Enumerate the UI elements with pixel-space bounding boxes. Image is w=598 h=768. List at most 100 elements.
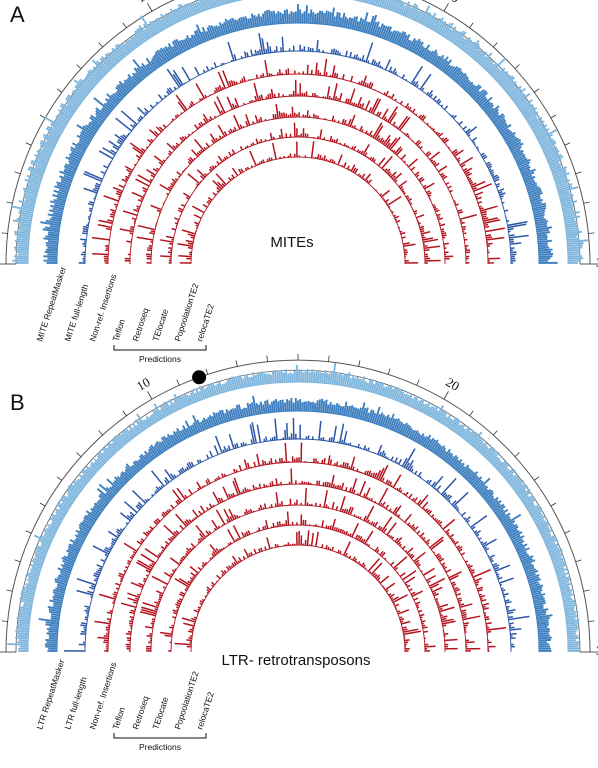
bar bbox=[333, 526, 336, 531]
bar bbox=[240, 168, 244, 173]
bar bbox=[362, 177, 365, 180]
bar bbox=[395, 513, 399, 517]
bar bbox=[40, 139, 55, 149]
bar bbox=[334, 49, 338, 55]
bar bbox=[392, 506, 398, 514]
bar bbox=[132, 59, 148, 78]
bar bbox=[22, 604, 32, 609]
bar bbox=[217, 476, 221, 480]
bar bbox=[376, 0, 381, 7]
bar bbox=[119, 579, 122, 582]
track-baseline bbox=[129, 95, 467, 265]
bar bbox=[60, 102, 75, 114]
track-label: Teflon bbox=[110, 706, 127, 731]
bar bbox=[80, 470, 92, 480]
bar bbox=[372, 158, 376, 163]
bar bbox=[111, 438, 121, 450]
bar bbox=[81, 468, 93, 479]
bar bbox=[373, 60, 377, 66]
bar bbox=[137, 459, 145, 468]
bar bbox=[421, 11, 430, 25]
bar bbox=[226, 378, 232, 391]
bar bbox=[432, 128, 436, 131]
bar bbox=[154, 519, 160, 524]
bar bbox=[465, 516, 471, 522]
bar bbox=[458, 120, 464, 126]
bar bbox=[413, 432, 420, 442]
bar bbox=[427, 580, 431, 584]
bar bbox=[511, 87, 526, 100]
bar bbox=[52, 591, 65, 596]
bar bbox=[50, 617, 60, 621]
bar bbox=[314, 370, 318, 383]
bar bbox=[530, 587, 543, 592]
bar bbox=[519, 164, 530, 170]
bar bbox=[274, 398, 278, 412]
bar bbox=[436, 20, 445, 33]
bar bbox=[412, 81, 416, 86]
axis-tick bbox=[122, 22, 127, 29]
bar bbox=[260, 160, 263, 164]
axis-outer-arc bbox=[5, 0, 591, 265]
bar bbox=[343, 508, 347, 513]
bar bbox=[375, 189, 378, 192]
bar bbox=[260, 547, 263, 552]
bar bbox=[57, 567, 71, 574]
bar bbox=[229, 128, 233, 133]
bar bbox=[164, 511, 168, 515]
bar bbox=[383, 414, 390, 428]
bar bbox=[541, 532, 551, 539]
bar bbox=[331, 159, 334, 163]
bar bbox=[567, 636, 580, 640]
bar bbox=[58, 189, 69, 194]
bar bbox=[407, 522, 411, 526]
bar bbox=[384, 138, 391, 147]
bar bbox=[185, 394, 192, 405]
bar bbox=[543, 535, 555, 542]
bar bbox=[417, 563, 421, 568]
bar bbox=[218, 410, 225, 424]
bar bbox=[346, 462, 349, 469]
bar bbox=[112, 593, 117, 596]
bar bbox=[103, 165, 109, 169]
bar bbox=[315, 531, 319, 547]
bar bbox=[138, 458, 146, 467]
bar bbox=[430, 539, 444, 550]
bar bbox=[122, 210, 138, 217]
bar bbox=[384, 0, 390, 9]
bar bbox=[56, 501, 70, 511]
bar bbox=[93, 197, 96, 200]
bar bbox=[490, 456, 499, 465]
bar bbox=[97, 569, 102, 572]
bar bbox=[468, 179, 473, 183]
bar bbox=[487, 165, 493, 169]
bar bbox=[177, 599, 182, 603]
bar bbox=[122, 428, 133, 441]
bar bbox=[183, 6, 190, 18]
bar bbox=[420, 616, 423, 619]
bar bbox=[230, 565, 234, 568]
bar bbox=[232, 492, 236, 497]
bar bbox=[390, 70, 393, 73]
bar bbox=[243, 511, 247, 515]
bar bbox=[379, 414, 385, 426]
bar bbox=[92, 188, 99, 192]
bar bbox=[152, 410, 160, 421]
bar bbox=[175, 430, 183, 442]
bar bbox=[54, 593, 64, 598]
bar bbox=[383, 587, 386, 589]
bar bbox=[377, 23, 384, 38]
bar bbox=[228, 151, 232, 157]
bar bbox=[364, 82, 367, 87]
bar bbox=[104, 98, 116, 108]
bar bbox=[437, 21, 447, 35]
bar bbox=[559, 192, 572, 198]
bar bbox=[505, 136, 517, 144]
bar bbox=[34, 556, 45, 562]
bar bbox=[189, 565, 199, 574]
bar bbox=[159, 409, 166, 418]
bar bbox=[567, 244, 583, 248]
bar bbox=[245, 531, 249, 536]
bar bbox=[538, 133, 553, 143]
bar bbox=[332, 83, 338, 100]
